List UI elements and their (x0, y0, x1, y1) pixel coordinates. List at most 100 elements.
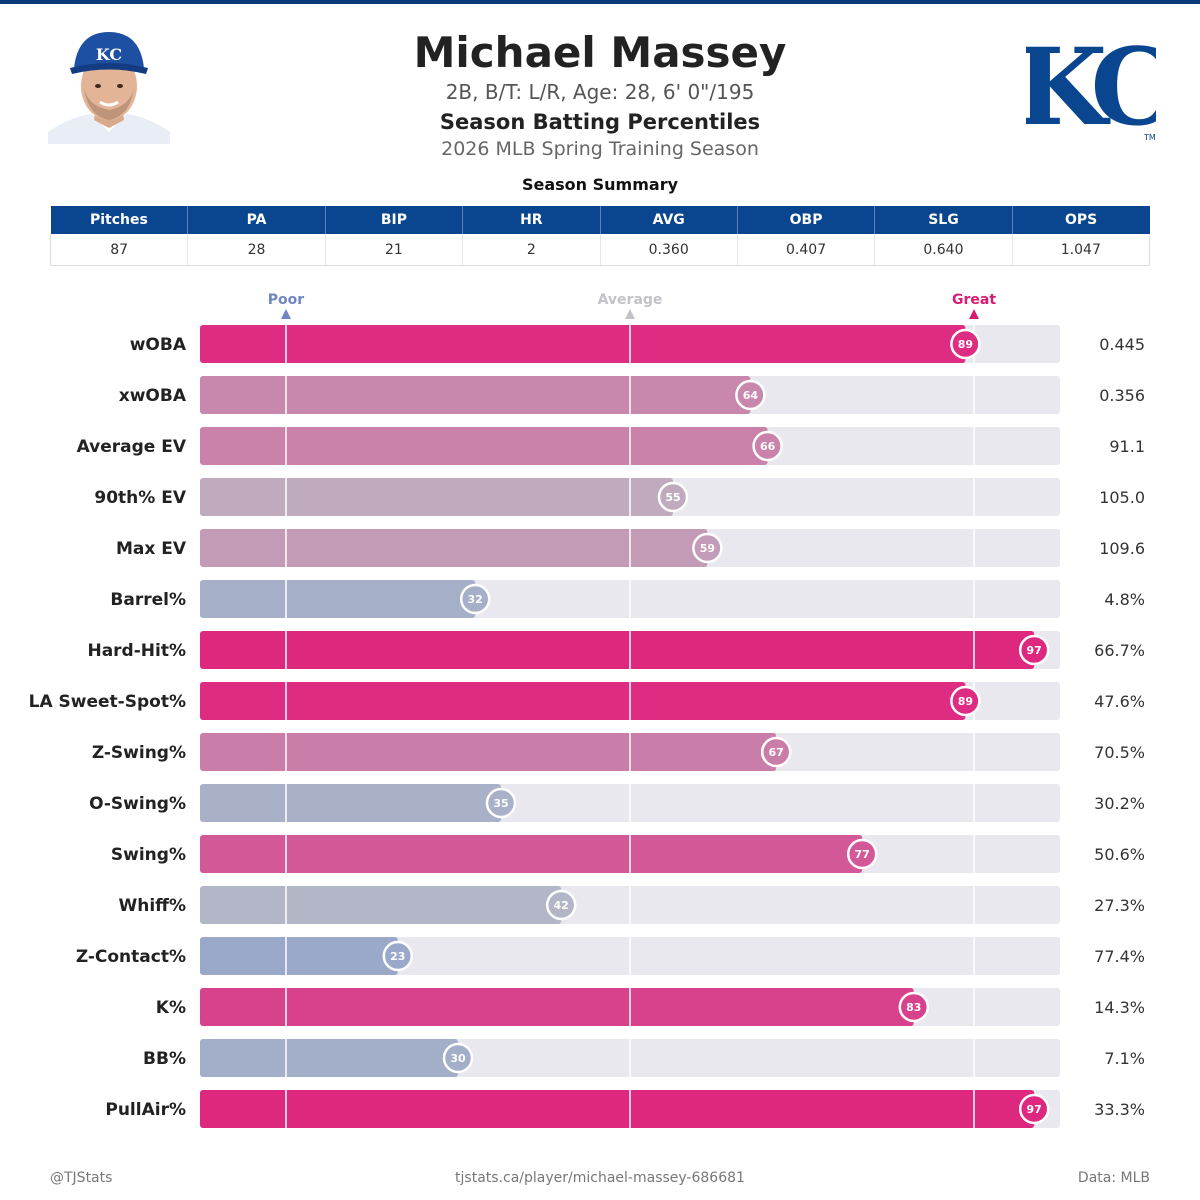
metric-value: 0.445 (1099, 335, 1145, 354)
metric-label: O-Swing% (89, 794, 186, 814)
metric-label: Max EV (116, 539, 187, 559)
metric-value: 91.1 (1109, 437, 1145, 456)
percentile-bubble (382, 940, 414, 972)
marker-label: Average (598, 292, 663, 308)
summary-value-row: 87 28 21 2 0.360 0.407 0.640 1.047 (49, 234, 1151, 266)
metric-value: 7.1% (1104, 1049, 1145, 1068)
percentile-label: 66 (760, 440, 776, 453)
team-logo: KC TM (1015, 24, 1183, 149)
metric-label: LA Sweet-Spot% (29, 692, 186, 712)
summary-value: 0.360 (599, 234, 738, 266)
percentile-label: 83 (906, 1001, 921, 1014)
metric-value: 66.7% (1094, 641, 1145, 660)
summary-header: HR (462, 206, 600, 234)
percentile-bubble (1018, 1093, 1050, 1125)
percentile-bar (200, 427, 768, 465)
metric-value: 0.356 (1099, 386, 1145, 405)
team-logo-text: KC (1026, 24, 1156, 146)
percentile-bubble (692, 532, 723, 564)
summary-header: BIP (324, 206, 463, 234)
percentile-chart: Poor Average Great 89 wOBA 0.445 64 xwOBA 0.356 6… (29, 292, 1145, 1128)
summary-table: Pitches PA BIP HR AVG OBP SLG OPS 87 28 … (49, 206, 1151, 266)
marker-label: Great (952, 292, 996, 308)
percentile-bubble (657, 481, 689, 513)
percentile-label: 97 (1027, 1103, 1042, 1116)
percentile-label: 30 (450, 1052, 466, 1065)
percentile-label: 35 (493, 797, 508, 810)
metric-value: 50.6% (1094, 845, 1145, 864)
percentile-label: 64 (743, 389, 759, 402)
summary-title: Season Summary (521, 175, 679, 194)
summary-value: 0.640 (874, 234, 1013, 266)
percentile-bar (200, 733, 777, 771)
summary-header: AVG (599, 206, 738, 234)
metric-value: 47.6% (1094, 692, 1145, 711)
summary-value: 28 (187, 234, 326, 266)
metric-value: 33.3% (1094, 1100, 1145, 1119)
percentile-label: 89 (958, 338, 973, 351)
metric-label: Hard-Hit% (87, 641, 186, 661)
footer-url: tjstats.ca/player/michael-massey-686681 (455, 1170, 745, 1186)
percentile-label: 97 (1027, 644, 1042, 657)
team-logo-tm: TM (1143, 133, 1156, 142)
percentile-bubble (735, 379, 766, 411)
percentile-bar (200, 835, 863, 873)
metric-label: PullAir% (105, 1100, 186, 1120)
metric-value: 27.3% (1094, 896, 1145, 915)
summary-header: SLG (874, 206, 1013, 234)
percentile-bar (200, 325, 966, 363)
metric-label: Z-Swing% (92, 743, 186, 763)
summary-value: 0.407 (736, 234, 875, 266)
percentile-bar (200, 478, 673, 516)
metric-label: Whiff% (119, 896, 187, 916)
metric-value: 14.3% (1094, 998, 1145, 1017)
percentile-bar (200, 784, 501, 822)
summary-header: Pitches (50, 206, 188, 234)
chart-title: Season Batting Percentiles (439, 110, 761, 134)
percentile-bubble (950, 685, 981, 717)
metric-value: 70.5% (1094, 743, 1145, 762)
marker-triangle (969, 309, 979, 319)
percentile-label: 89 (958, 695, 973, 708)
metric-value: 105.0 (1099, 488, 1145, 507)
percentile-label: 23 (390, 950, 405, 963)
metric-label: K% (156, 998, 186, 1018)
percentile-label: 32 (468, 593, 483, 606)
marker-triangle (625, 309, 635, 319)
summary-header: OBP (736, 206, 875, 234)
percentile-bubble (950, 328, 981, 360)
metric-label: Average EV (77, 437, 187, 457)
player-headshot: KC (48, 28, 170, 144)
metric-label: Barrel% (110, 590, 186, 610)
percentile-label: 55 (665, 491, 680, 504)
metric-value: 4.8% (1104, 590, 1145, 609)
summary-header: OPS (1011, 206, 1150, 234)
percentile-bar (200, 376, 751, 414)
percentile-bar (200, 988, 914, 1026)
percentile-bar (200, 1090, 1035, 1128)
percentile-bubble (846, 838, 878, 870)
summary-value: 21 (324, 234, 463, 266)
top-rule (0, 0, 1200, 4)
metric-value: 109.6 (1099, 539, 1145, 558)
player-bio: 2B, B/T: L/R, Age: 28, 6' 0"/195 (445, 80, 755, 104)
metric-label: BB% (143, 1049, 186, 1069)
percentile-label: 77 (855, 848, 870, 861)
percentile-bubble (760, 736, 792, 768)
percentile-bar (200, 886, 562, 924)
percentile-bar (200, 529, 708, 567)
percentile-bar (200, 580, 476, 618)
marker-triangle (281, 309, 291, 319)
percentile-bubble (1018, 634, 1050, 666)
percentile-bar (200, 631, 1035, 669)
percentile-bar (200, 937, 398, 975)
metric-value: 30.2% (1094, 794, 1145, 813)
percentile-bubble (752, 430, 783, 462)
percentile-bubble (442, 1042, 474, 1074)
metric-label: xwOBA (119, 386, 187, 406)
metric-label: 90th% EV (94, 488, 186, 508)
svg-text:KC: KC (96, 45, 122, 64)
percentile-bar (200, 682, 966, 720)
marker-label: Poor (268, 292, 304, 308)
metric-value: 77.4% (1094, 947, 1145, 966)
